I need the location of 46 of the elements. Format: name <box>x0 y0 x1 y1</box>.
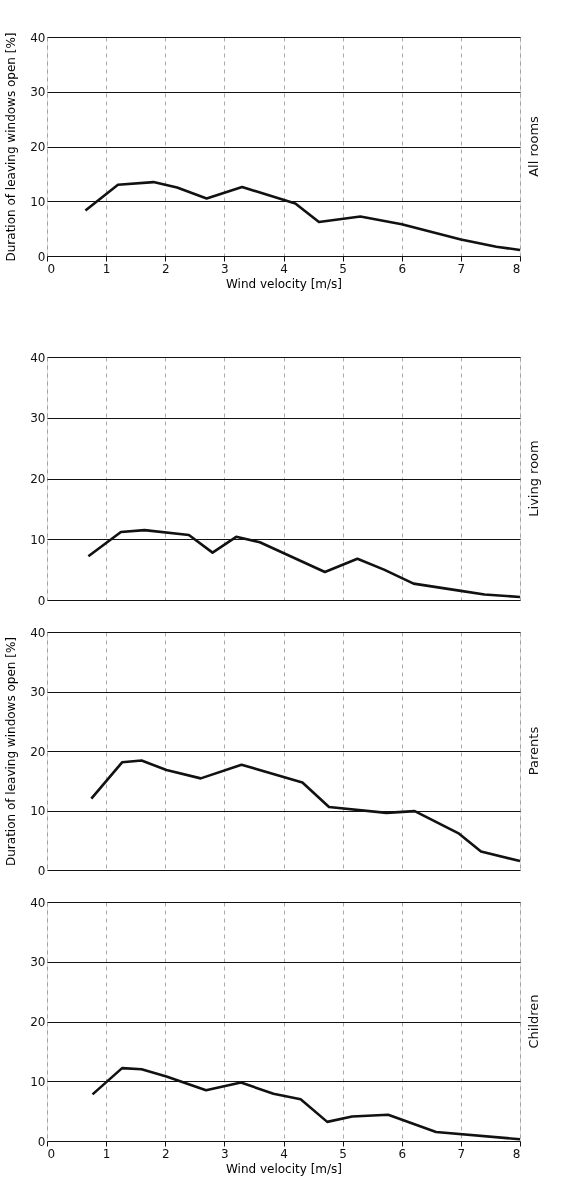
y-tick-label: 10 <box>30 804 46 818</box>
y-tick-label: 10 <box>30 532 46 547</box>
y-tick-label: 0 <box>37 863 46 878</box>
x-tick-label: 0 <box>47 1146 56 1161</box>
x-axis-title: Wind velocity [m/s] <box>225 276 343 291</box>
x-tick-label: 1 <box>102 261 111 276</box>
x-tick-label: 1 <box>102 1146 111 1161</box>
y-tick-label: 40 <box>30 895 46 910</box>
y-tick-label: 30 <box>30 685 46 699</box>
text: Parents <box>526 726 541 776</box>
y-tick-label: 30 <box>30 85 46 100</box>
y-tick-label: 40 <box>30 30 46 45</box>
y-axis-title: Duration of leaving windows open [%] <box>4 32 19 262</box>
text: All rooms <box>526 115 541 177</box>
x-tick-label: 3 <box>221 1146 229 1161</box>
x-tick-label: 6 <box>398 1146 407 1161</box>
y-tick-label: 20 <box>30 472 46 486</box>
y-tick-label: 30 <box>30 411 46 426</box>
y-tick-label: 0 <box>37 249 46 264</box>
x-tick-label: 5 <box>339 1146 347 1161</box>
y-tick-label: 20 <box>30 744 46 759</box>
x-tick-label: 2 <box>161 261 170 276</box>
y-tick-label: 10 <box>30 1074 46 1089</box>
x-tick-label: 0 <box>47 261 56 276</box>
y-tick-label: 20 <box>30 140 46 154</box>
x-tick-label: 4 <box>280 261 288 276</box>
y-tick-label: 40 <box>30 350 46 365</box>
x-tick-label: 6 <box>398 261 407 276</box>
y-tick-label: 30 <box>30 955 46 970</box>
x-axis-title: Wind velocity [m/s] <box>225 1161 343 1176</box>
x-tick-label: 4 <box>280 1146 288 1161</box>
y-tick-label: 0 <box>37 1134 46 1149</box>
text: Children <box>526 994 541 1049</box>
x-tick-label: 8 <box>512 261 521 276</box>
x-tick-label: 3 <box>221 261 229 276</box>
y-axis-title: Duration of leaving windows open [%] <box>4 637 19 866</box>
x-tick-label: 8 <box>512 1146 521 1161</box>
x-tick-label: 2 <box>161 1146 170 1161</box>
y-tick-label: 10 <box>30 194 46 209</box>
x-tick-label: 7 <box>457 1146 466 1161</box>
text: Living room <box>526 440 541 517</box>
y-tick-label: 0 <box>37 593 46 608</box>
y-tick-label: 40 <box>30 625 46 640</box>
x-tick-label: 5 <box>339 261 347 276</box>
x-tick-label: 7 <box>457 261 466 276</box>
y-tick-label: 20 <box>30 1015 46 1029</box>
